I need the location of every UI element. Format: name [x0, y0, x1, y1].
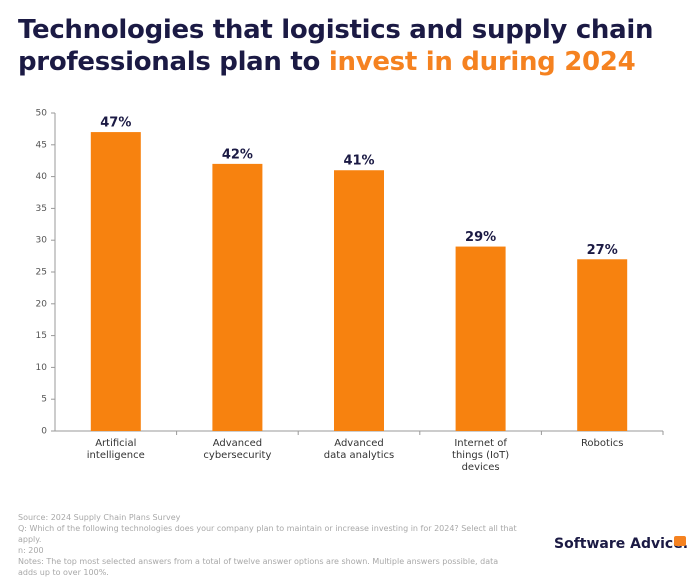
- title-highlight: invest in during 2024: [328, 47, 636, 77]
- y-tick-label: 20: [36, 299, 48, 309]
- y-tick-label: 45: [36, 140, 47, 150]
- y-tick-label: 15: [36, 331, 47, 341]
- x-tick-label: Advanced: [334, 438, 383, 449]
- x-tick-label: things (IoT): [452, 450, 509, 461]
- x-tick-label: Advanced: [213, 438, 262, 449]
- chart-title: Technologies that logistics and supply c…: [18, 14, 688, 78]
- value-label: 47%: [100, 116, 131, 131]
- x-tick-label: devices: [462, 462, 500, 473]
- y-tick-label: 5: [41, 395, 47, 405]
- question: Q: Which of the following technologies d…: [18, 524, 517, 544]
- bar: [90, 132, 141, 431]
- bar: [212, 163, 263, 431]
- sample-size: n: 200: [18, 546, 44, 555]
- y-tick-label: 25: [36, 268, 47, 278]
- value-label: 42%: [222, 147, 253, 162]
- value-label: 41%: [343, 154, 374, 169]
- y-tick-label: 40: [36, 172, 48, 182]
- x-tick-label: data analytics: [324, 450, 394, 461]
- y-tick-label: 10: [36, 363, 48, 373]
- footnotes: Source: 2024 Supply Chain Plans Survey Q…: [18, 512, 518, 578]
- bar: [334, 170, 384, 432]
- y-tick-label: 50: [36, 109, 48, 119]
- title-part: Technologies that logistics and supply c…: [18, 15, 654, 77]
- value-label: 27%: [587, 243, 618, 258]
- logo: Software Advice.: [554, 536, 689, 552]
- bar: [577, 259, 628, 431]
- x-tick-label: Robotics: [581, 438, 624, 449]
- source: Source: 2024 Supply Chain Plans Survey: [18, 513, 181, 522]
- y-tick-label: 0: [41, 427, 47, 437]
- x-tick-label: Artificial: [95, 438, 136, 449]
- value-label: 29%: [465, 230, 496, 245]
- notes: Notes: The top most selected answers fro…: [18, 557, 499, 577]
- bar: [455, 246, 506, 431]
- logo-icon: [674, 536, 686, 546]
- x-tick-label: cybersecurity: [203, 450, 271, 461]
- y-tick-label: 35: [36, 204, 47, 214]
- x-tick-label: intelligence: [87, 450, 145, 461]
- y-tick-label: 30: [36, 236, 48, 246]
- x-tick-label: Internet of: [454, 438, 507, 449]
